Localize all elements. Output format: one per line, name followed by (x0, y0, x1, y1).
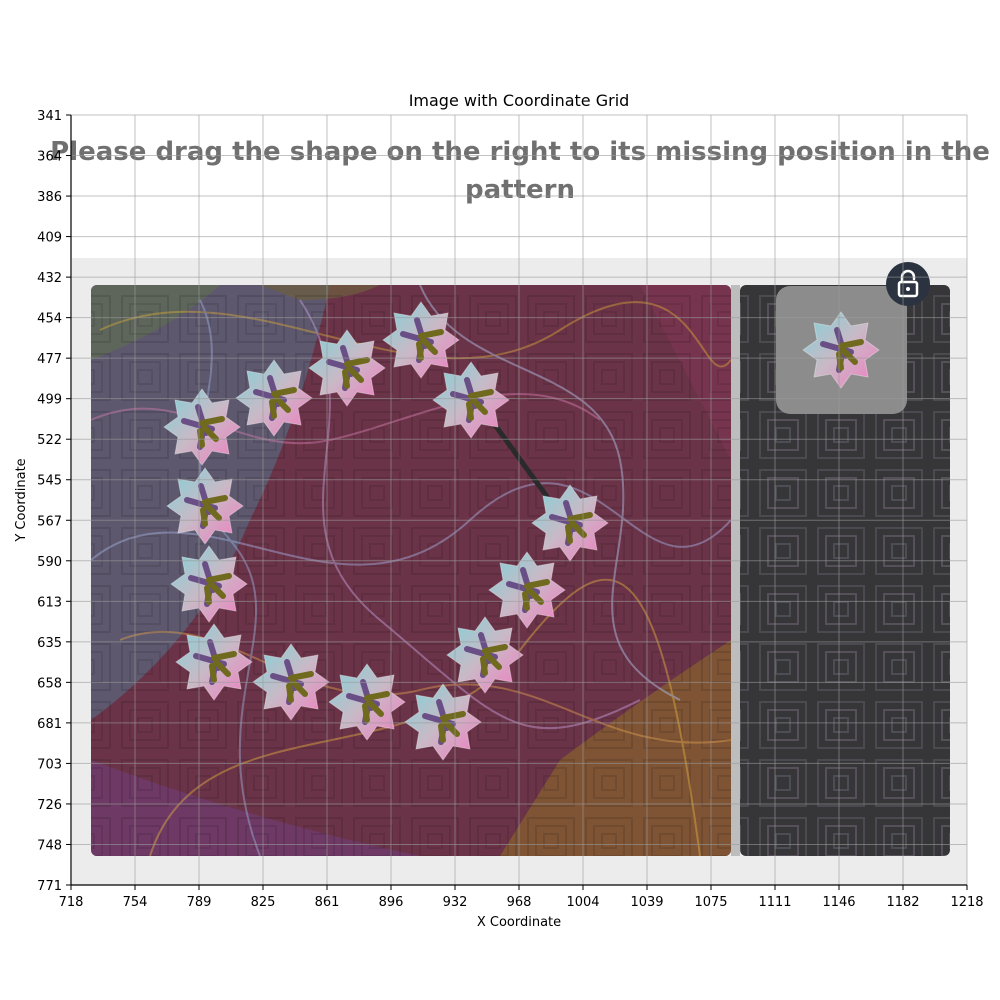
y-tick-label: 635 (37, 636, 62, 651)
x-tick-label: 968 (507, 895, 532, 910)
x-tick-label: 896 (379, 895, 404, 910)
star-shape-icon[interactable] (803, 312, 879, 388)
instruction-text-line2: pattern (465, 175, 575, 205)
y-tick-label: 613 (37, 595, 62, 610)
y-tick-label: 590 (37, 555, 62, 570)
y-tick-label: 771 (37, 879, 62, 894)
star-shape-icon (329, 664, 405, 740)
x-tick-label: 1146 (822, 895, 855, 910)
y-tick-label: 567 (37, 514, 62, 529)
y-tick-label: 545 (37, 474, 62, 489)
x-tick-label: 825 (251, 895, 276, 910)
y-tick-label: 477 (37, 352, 62, 367)
x-tick-labels: 718 754 789 825 861 896 932 968 1004 1039 1075 1111… (59, 885, 984, 910)
x-tick-label: 1039 (630, 895, 663, 910)
star-shape-icon (405, 684, 481, 760)
x-tick-label: 1182 (886, 895, 919, 910)
y-tick-label: 748 (37, 838, 62, 853)
connector-line (492, 423, 551, 500)
x-tick-label: 932 (443, 895, 468, 910)
piece-tray (740, 285, 950, 856)
x-tick-label: 1111 (758, 895, 791, 910)
y-tick-label: 658 (37, 676, 62, 691)
y-tick-labels: 341 364 386 409 432 454 477 499 522 545 567 590 613 6… (37, 109, 71, 894)
x-tick-label: 789 (187, 895, 212, 910)
x-axis-title: X Coordinate (477, 915, 561, 930)
star-shape-icon (383, 302, 459, 378)
y-tick-label: 386 (37, 190, 62, 205)
x-tick-label: 1075 (694, 895, 727, 910)
star-shape-icon (236, 360, 312, 436)
star-shape-icon (171, 546, 247, 622)
star-shape-icon (164, 389, 240, 465)
y-tick-label: 499 (37, 393, 62, 408)
plot-title: Image with Coordinate Grid (409, 91, 630, 110)
y-axis-title: Y Coordinate (14, 458, 29, 542)
star-shape-icon (309, 330, 385, 406)
star-shape-icon (532, 485, 608, 561)
captcha-image (72, 258, 967, 885)
y-tick-label: 432 (37, 271, 62, 286)
panel-divider (731, 285, 740, 856)
lock-icon[interactable] (886, 262, 930, 306)
instruction-text-line1: Please drag the shape on the right to it… (50, 137, 990, 167)
y-tick-label: 703 (37, 757, 62, 772)
star-shape-icon (447, 617, 523, 693)
y-tick-label: 341 (37, 109, 62, 124)
y-tick-label: 454 (37, 312, 62, 327)
star-shape-icon (489, 552, 565, 628)
y-tick-label: 681 (37, 717, 62, 732)
star-shape-icon (176, 624, 252, 700)
x-tick-label: 1218 (950, 895, 983, 910)
x-tick-label: 718 (59, 895, 84, 910)
y-tick-label: 364 (37, 150, 62, 165)
star-shape-icon (433, 362, 509, 438)
y-tick-label: 409 (37, 231, 62, 246)
x-tick-label: 861 (315, 895, 340, 910)
y-tick-label: 726 (37, 798, 62, 813)
draggable-piece[interactable] (776, 286, 907, 414)
y-tick-label: 522 (37, 433, 62, 448)
x-tick-label: 754 (123, 895, 148, 910)
x-tick-label: 1004 (566, 895, 599, 910)
